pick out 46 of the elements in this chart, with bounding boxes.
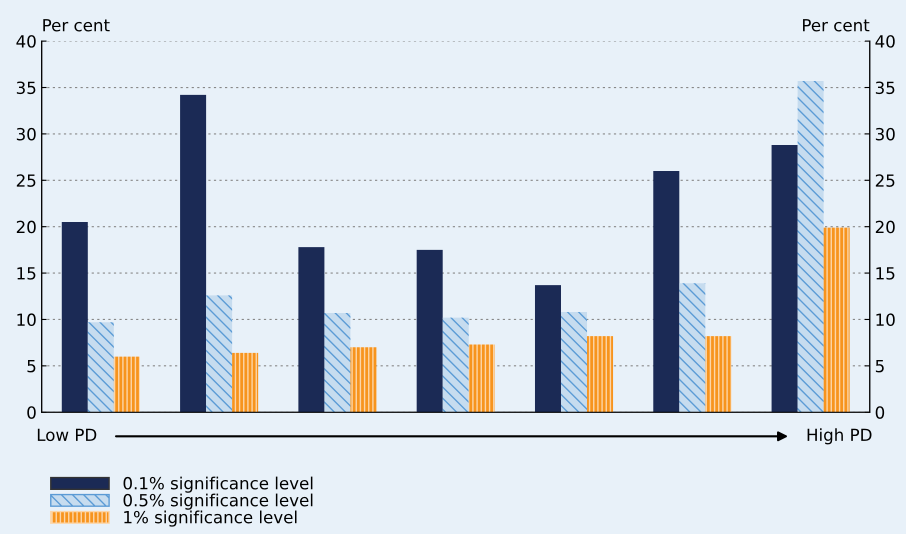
y2-tick-label: 30	[876, 128, 895, 140]
y2-tick-label: 35	[876, 81, 894, 94]
y2-tick-label: 20	[876, 220, 895, 234]
bar	[114, 356, 140, 412]
y-axis-title: Per cent	[43, 19, 110, 32]
legend-label: 0.1% significance level	[124, 476, 312, 493]
bar	[561, 312, 588, 412]
bar	[587, 336, 614, 412]
y-tick-label: 10	[17, 313, 36, 326]
y2-tick-label: 15	[876, 267, 894, 280]
y-tick-label: 5	[27, 360, 36, 372]
bar	[88, 322, 114, 412]
bar	[206, 295, 232, 412]
y2-axis-title: Per cent	[803, 19, 870, 32]
y2-tick-label: 5	[876, 360, 884, 372]
legend-label: 1% significance level	[124, 510, 296, 527]
bar	[324, 312, 350, 412]
bar	[62, 222, 88, 412]
bar	[534, 285, 562, 412]
y2-tick-label: 25	[876, 174, 894, 187]
y-tick-label: 35	[16, 81, 36, 94]
bar	[824, 228, 850, 412]
bar	[350, 347, 376, 412]
bar	[180, 94, 206, 412]
y2-tick-label: 0	[876, 406, 884, 419]
y-tick-label: 15	[17, 267, 36, 280]
y2-tick-label: 40	[875, 35, 895, 48]
bar	[679, 283, 706, 412]
text: Low PD	[38, 428, 96, 442]
bar	[653, 171, 680, 412]
bar	[298, 247, 324, 412]
y-tick-label: 25	[16, 174, 36, 187]
y-tick-label: 40	[16, 35, 36, 48]
bar	[232, 352, 258, 412]
bar	[442, 318, 469, 412]
y-tick-label: 30	[16, 128, 36, 140]
y2-tick-label: 10	[876, 313, 895, 326]
bar	[416, 250, 443, 412]
bar	[705, 336, 732, 412]
bar	[798, 81, 824, 412]
legend-label: 0.5% significance level	[124, 494, 312, 510]
text: High PD	[808, 428, 872, 444]
bar	[772, 145, 798, 412]
y-tick-label: 0	[27, 406, 36, 419]
bar	[468, 344, 495, 412]
y-tick-label: 20	[16, 220, 36, 234]
